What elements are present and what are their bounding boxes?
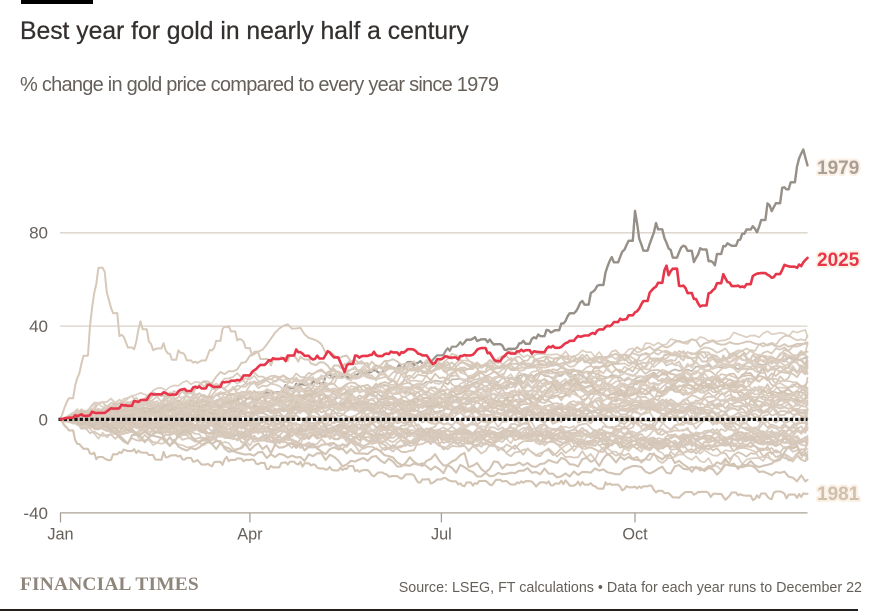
svg-text:1981: 1981	[817, 484, 860, 505]
svg-text:Oct: Oct	[622, 526, 648, 544]
svg-text:80: 80	[29, 224, 48, 243]
svg-text:Jul: Jul	[431, 526, 452, 544]
svg-text:1979: 1979	[817, 158, 859, 179]
svg-text:2025: 2025	[817, 250, 860, 271]
svg-text:Jan: Jan	[47, 526, 73, 544]
svg-text:0: 0	[39, 410, 48, 429]
svg-text:Apr: Apr	[237, 526, 263, 544]
svg-text:40: 40	[29, 317, 48, 336]
svg-text:-40: -40	[23, 504, 48, 523]
